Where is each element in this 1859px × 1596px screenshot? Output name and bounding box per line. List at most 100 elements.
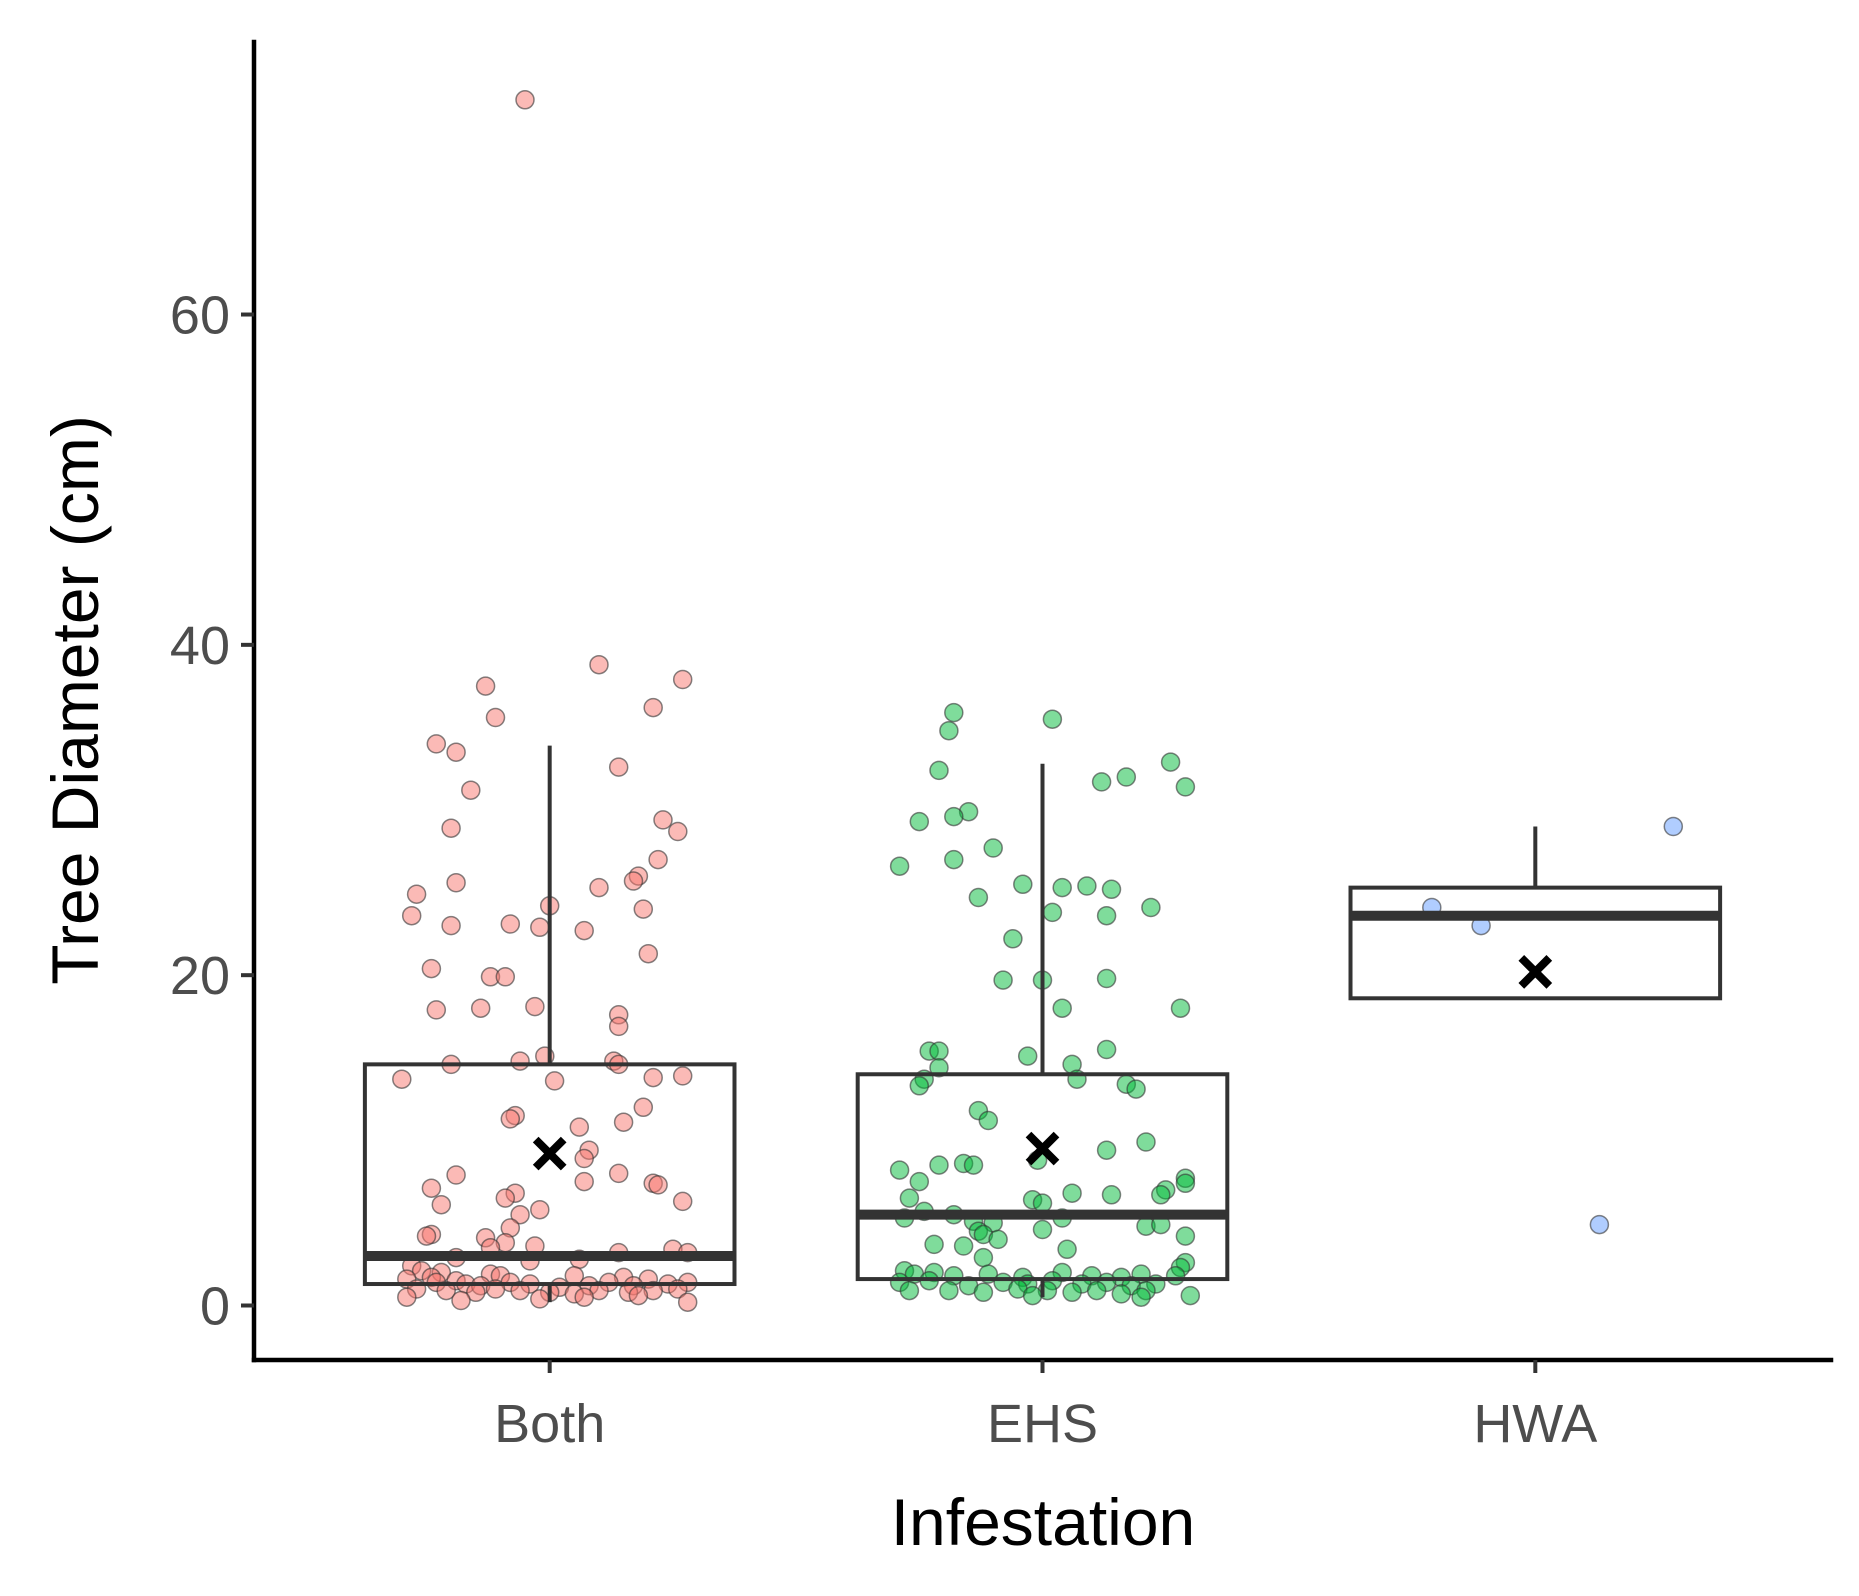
y-tick-label: 20 xyxy=(170,946,230,1006)
data-point-ehs xyxy=(983,838,1003,858)
y-axis-ticks: 0 20 40 60 xyxy=(170,286,254,1336)
data-point-both xyxy=(574,1287,594,1307)
data-point-ehs xyxy=(1022,1285,1043,1306)
data-point-ehs xyxy=(1017,1046,1038,1066)
data-point-hwa xyxy=(1589,1214,1610,1235)
data-point-ehs xyxy=(1086,1280,1107,1301)
data-point-ehs xyxy=(1032,1193,1053,1213)
data-point-ehs xyxy=(968,887,989,908)
data-point-ehs xyxy=(1175,777,1196,797)
data-point-ehs xyxy=(944,849,964,870)
data-point-ehs xyxy=(944,702,964,723)
data-point-both xyxy=(485,707,506,728)
data-point-both xyxy=(441,818,461,838)
mean-marker-both xyxy=(532,1136,567,1171)
data-point-ehs xyxy=(889,1160,910,1180)
data-point-ehs xyxy=(1096,905,1117,926)
data-point-ehs xyxy=(1170,998,1191,1018)
data-point-ehs xyxy=(988,1229,1008,1250)
data-point-ehs xyxy=(944,806,964,827)
data-point-both xyxy=(416,1226,437,1246)
data-point-both xyxy=(530,1199,550,1220)
data-point-ehs xyxy=(889,856,910,876)
y-tick-label: 0 xyxy=(200,1276,230,1336)
data-point-ehs xyxy=(1057,1239,1077,1260)
data-point-both xyxy=(500,1109,521,1129)
data-point-ehs xyxy=(909,811,930,832)
data-point-ehs xyxy=(1042,902,1063,923)
data-point-both xyxy=(525,996,545,1017)
data-point-ehs xyxy=(1096,968,1117,989)
data-point-both xyxy=(672,1066,693,1086)
box-layer xyxy=(362,745,1723,1303)
data-point-both xyxy=(510,1204,530,1225)
data-point-both xyxy=(648,849,668,870)
data-point-ehs xyxy=(1062,1183,1082,1203)
data-point-ehs xyxy=(963,1155,984,1175)
data-point-both xyxy=(421,1178,442,1198)
x-tick-label-ehs: EHS xyxy=(987,1394,1098,1454)
data-point-both xyxy=(672,1191,693,1212)
data-point-ehs xyxy=(1180,1285,1201,1306)
data-point-ehs xyxy=(1136,1132,1156,1152)
data-point-both xyxy=(589,877,609,898)
x-axis-ticks: Both EHS HWA xyxy=(494,1360,1597,1454)
data-point-both xyxy=(421,958,442,979)
data-point-ehs xyxy=(924,1234,944,1255)
data-point-both xyxy=(677,1292,698,1312)
data-point-both xyxy=(426,1000,447,1020)
data-point-ehs xyxy=(1042,709,1063,729)
data-point-both xyxy=(589,654,609,675)
mean-marker-hwa xyxy=(1518,955,1553,989)
data-point-both xyxy=(392,1069,412,1089)
data-point-ehs xyxy=(1052,877,1072,898)
data-point-both xyxy=(470,998,491,1018)
data-point-ehs xyxy=(1151,1185,1171,1205)
data-point-ehs xyxy=(1052,998,1072,1018)
x-tick-label-both: Both xyxy=(494,1394,605,1454)
data-point-ehs xyxy=(929,1041,949,1061)
data-point-both xyxy=(446,742,466,762)
data-point-ehs xyxy=(973,1282,994,1303)
data-point-both xyxy=(397,1287,417,1307)
data-point-both xyxy=(633,1097,654,1118)
box-ehs xyxy=(855,1072,1230,1282)
x-axis-title: Infestation xyxy=(891,1485,1196,1559)
data-point-both xyxy=(643,1067,663,1088)
data-point-ehs xyxy=(1077,876,1097,896)
data-point-ehs xyxy=(1062,1282,1082,1303)
data-point-both xyxy=(530,1289,550,1309)
data-point-both xyxy=(623,871,644,891)
data-point-ehs xyxy=(993,970,1013,990)
data-point-ehs xyxy=(978,1110,999,1131)
data-point-both xyxy=(653,810,673,830)
data-point-both xyxy=(628,1285,649,1306)
data-point-both xyxy=(426,734,447,754)
mean-marker-ehs xyxy=(1025,1131,1060,1166)
data-point-both xyxy=(574,1148,594,1169)
data-point-both xyxy=(608,757,629,777)
data-point-ehs xyxy=(939,1280,959,1301)
data-point-both xyxy=(613,1112,634,1132)
data-point-both xyxy=(608,1163,629,1184)
data-point-ehs xyxy=(929,1155,949,1175)
data-point-ehs xyxy=(953,1236,974,1256)
data-point-ehs xyxy=(899,1188,920,1208)
data-point-ehs xyxy=(1096,1039,1117,1060)
data-point-both xyxy=(569,1117,590,1137)
data-point-ehs xyxy=(1091,772,1112,792)
data-point-both xyxy=(633,899,654,919)
data-point-both xyxy=(451,1290,471,1311)
data-point-ehs xyxy=(939,720,959,741)
y-axis-title: Tree Diameter (cm) xyxy=(38,415,112,985)
data-point-ehs xyxy=(1126,1079,1146,1099)
data-point-ehs xyxy=(1003,929,1023,949)
data-point-both xyxy=(401,905,422,926)
data-point-both xyxy=(446,872,466,893)
x-tick-label-hwa: HWA xyxy=(1473,1394,1597,1454)
data-point-both xyxy=(668,821,688,842)
data-point-ehs xyxy=(909,1171,930,1192)
data-point-both xyxy=(608,1016,629,1037)
